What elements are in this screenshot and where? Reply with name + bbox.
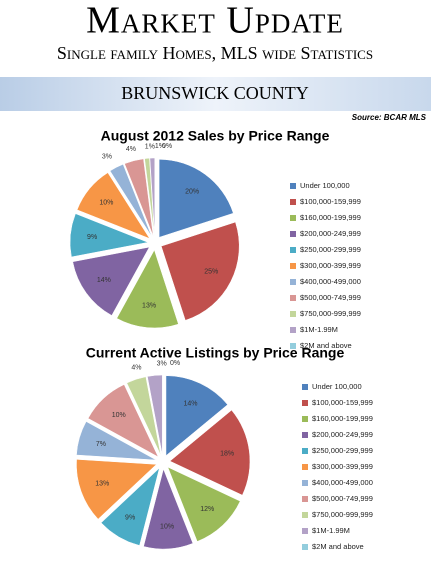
legend-swatch [302,544,308,550]
legend-label: $500,000-749,999 [300,293,361,302]
legend-label: $1M-1.99M [312,526,350,535]
pie-slice [76,421,157,461]
legend-swatch [290,231,296,237]
legend-swatch [290,199,296,205]
legend-swatch [302,416,308,422]
legend-label: $750,000-999,999 [300,309,361,318]
legend-label: $160,000-199,999 [300,213,361,222]
slice-label: 0% [170,360,180,367]
legend-swatch [290,215,296,221]
slice-label: 9% [87,234,97,241]
legend-label: $100,000-159,999 [312,398,373,407]
legend-swatch [290,327,296,333]
chart-title: Current Active Listings by Price Range [86,345,345,361]
legend-swatch [302,464,308,470]
slice-label: 4% [131,365,141,372]
legend-label: $200,000-249,999 [300,229,361,238]
pie-slice [167,466,241,542]
legend-label: Under 100,000 [312,382,362,391]
source: Source: BCAR MLS [352,113,427,122]
subtitle: Single family Homes, MLS wide Statistics [57,43,373,63]
legend-swatch [302,512,308,518]
pie-slice [116,249,179,329]
legend-label: $2M and above [300,341,352,350]
slice-label: 10% [112,412,126,419]
legend-swatch [290,279,296,285]
legend-swatch [302,400,308,406]
legend-swatch [290,295,296,301]
slice-label: 9% [125,514,135,521]
pie-slice [87,384,159,458]
pie-slice [124,158,154,237]
pie-slice [69,213,149,258]
slice-label: 3% [102,153,112,160]
legend-label: $1M-1.99M [300,325,338,334]
chart-title: August 2012 Sales by Price Range [101,128,330,144]
slice-label: 25% [204,269,218,276]
slice-label: 1% [145,143,155,150]
slice-label: 7% [96,441,106,448]
legend-label: $400,000-499,000 [300,277,361,286]
pie-slice [147,374,163,456]
slice-label: 14% [183,400,197,407]
pie-slice [158,159,234,238]
legend-label: $500,000-749,999 [312,494,373,503]
slice-label: 10% [160,523,174,530]
pie-slice [72,246,150,316]
legend-swatch [302,432,308,438]
slice-label: 20% [185,189,199,196]
legend-swatch [302,528,308,534]
legend-label: $250,000-299,999 [300,245,361,254]
slice-label: 3% [157,360,167,367]
pie-slice [144,157,155,237]
pie-slice [165,375,228,457]
slice-label: 18% [220,451,234,458]
legend-swatch [290,247,296,253]
legend-swatch [302,496,308,502]
slice-label: 0% [162,143,172,150]
legend-swatch [290,183,296,189]
legend-label: Under 100,000 [300,181,350,190]
legend-label: $750,000-999,999 [312,510,373,519]
slice-label: 13% [142,303,156,310]
legend-swatch [290,311,296,317]
pie-slice [100,467,160,546]
legend-label: $300,000-399,999 [300,261,361,270]
slice-label: 13% [95,481,109,488]
slice-label: 12% [200,506,214,513]
legend-swatch [302,480,308,486]
legend-swatch [290,263,296,269]
pie-slice [143,468,194,550]
pie-slice [126,376,162,456]
pie-slice [76,172,151,240]
pie-slice [76,459,158,520]
pie-slice [109,163,153,237]
legend-swatch [290,343,296,349]
legend-label: $100,000-159,999 [300,197,361,206]
title: Market Update [86,0,344,42]
legend-label: $300,000-399,999 [312,462,373,471]
slice-label: 1% [155,143,165,150]
legend-swatch [302,448,308,454]
legend-label: $400,000-499,000 [312,478,373,487]
legend-label: $160,000-199,999 [312,414,373,423]
legend-swatch [302,384,308,390]
pie-slice [169,409,251,496]
legend-label: $250,000-299,999 [312,446,373,455]
band [0,77,431,111]
county: BRUNSWICK COUNTY [121,83,309,103]
slice-label: 4% [126,146,136,153]
legend-label: $2M and above [312,542,364,551]
slice-label: 14% [97,277,111,284]
slice-label: 10% [99,200,113,207]
legend-label: $200,000-249,999 [312,430,373,439]
pie-slice [160,221,240,321]
